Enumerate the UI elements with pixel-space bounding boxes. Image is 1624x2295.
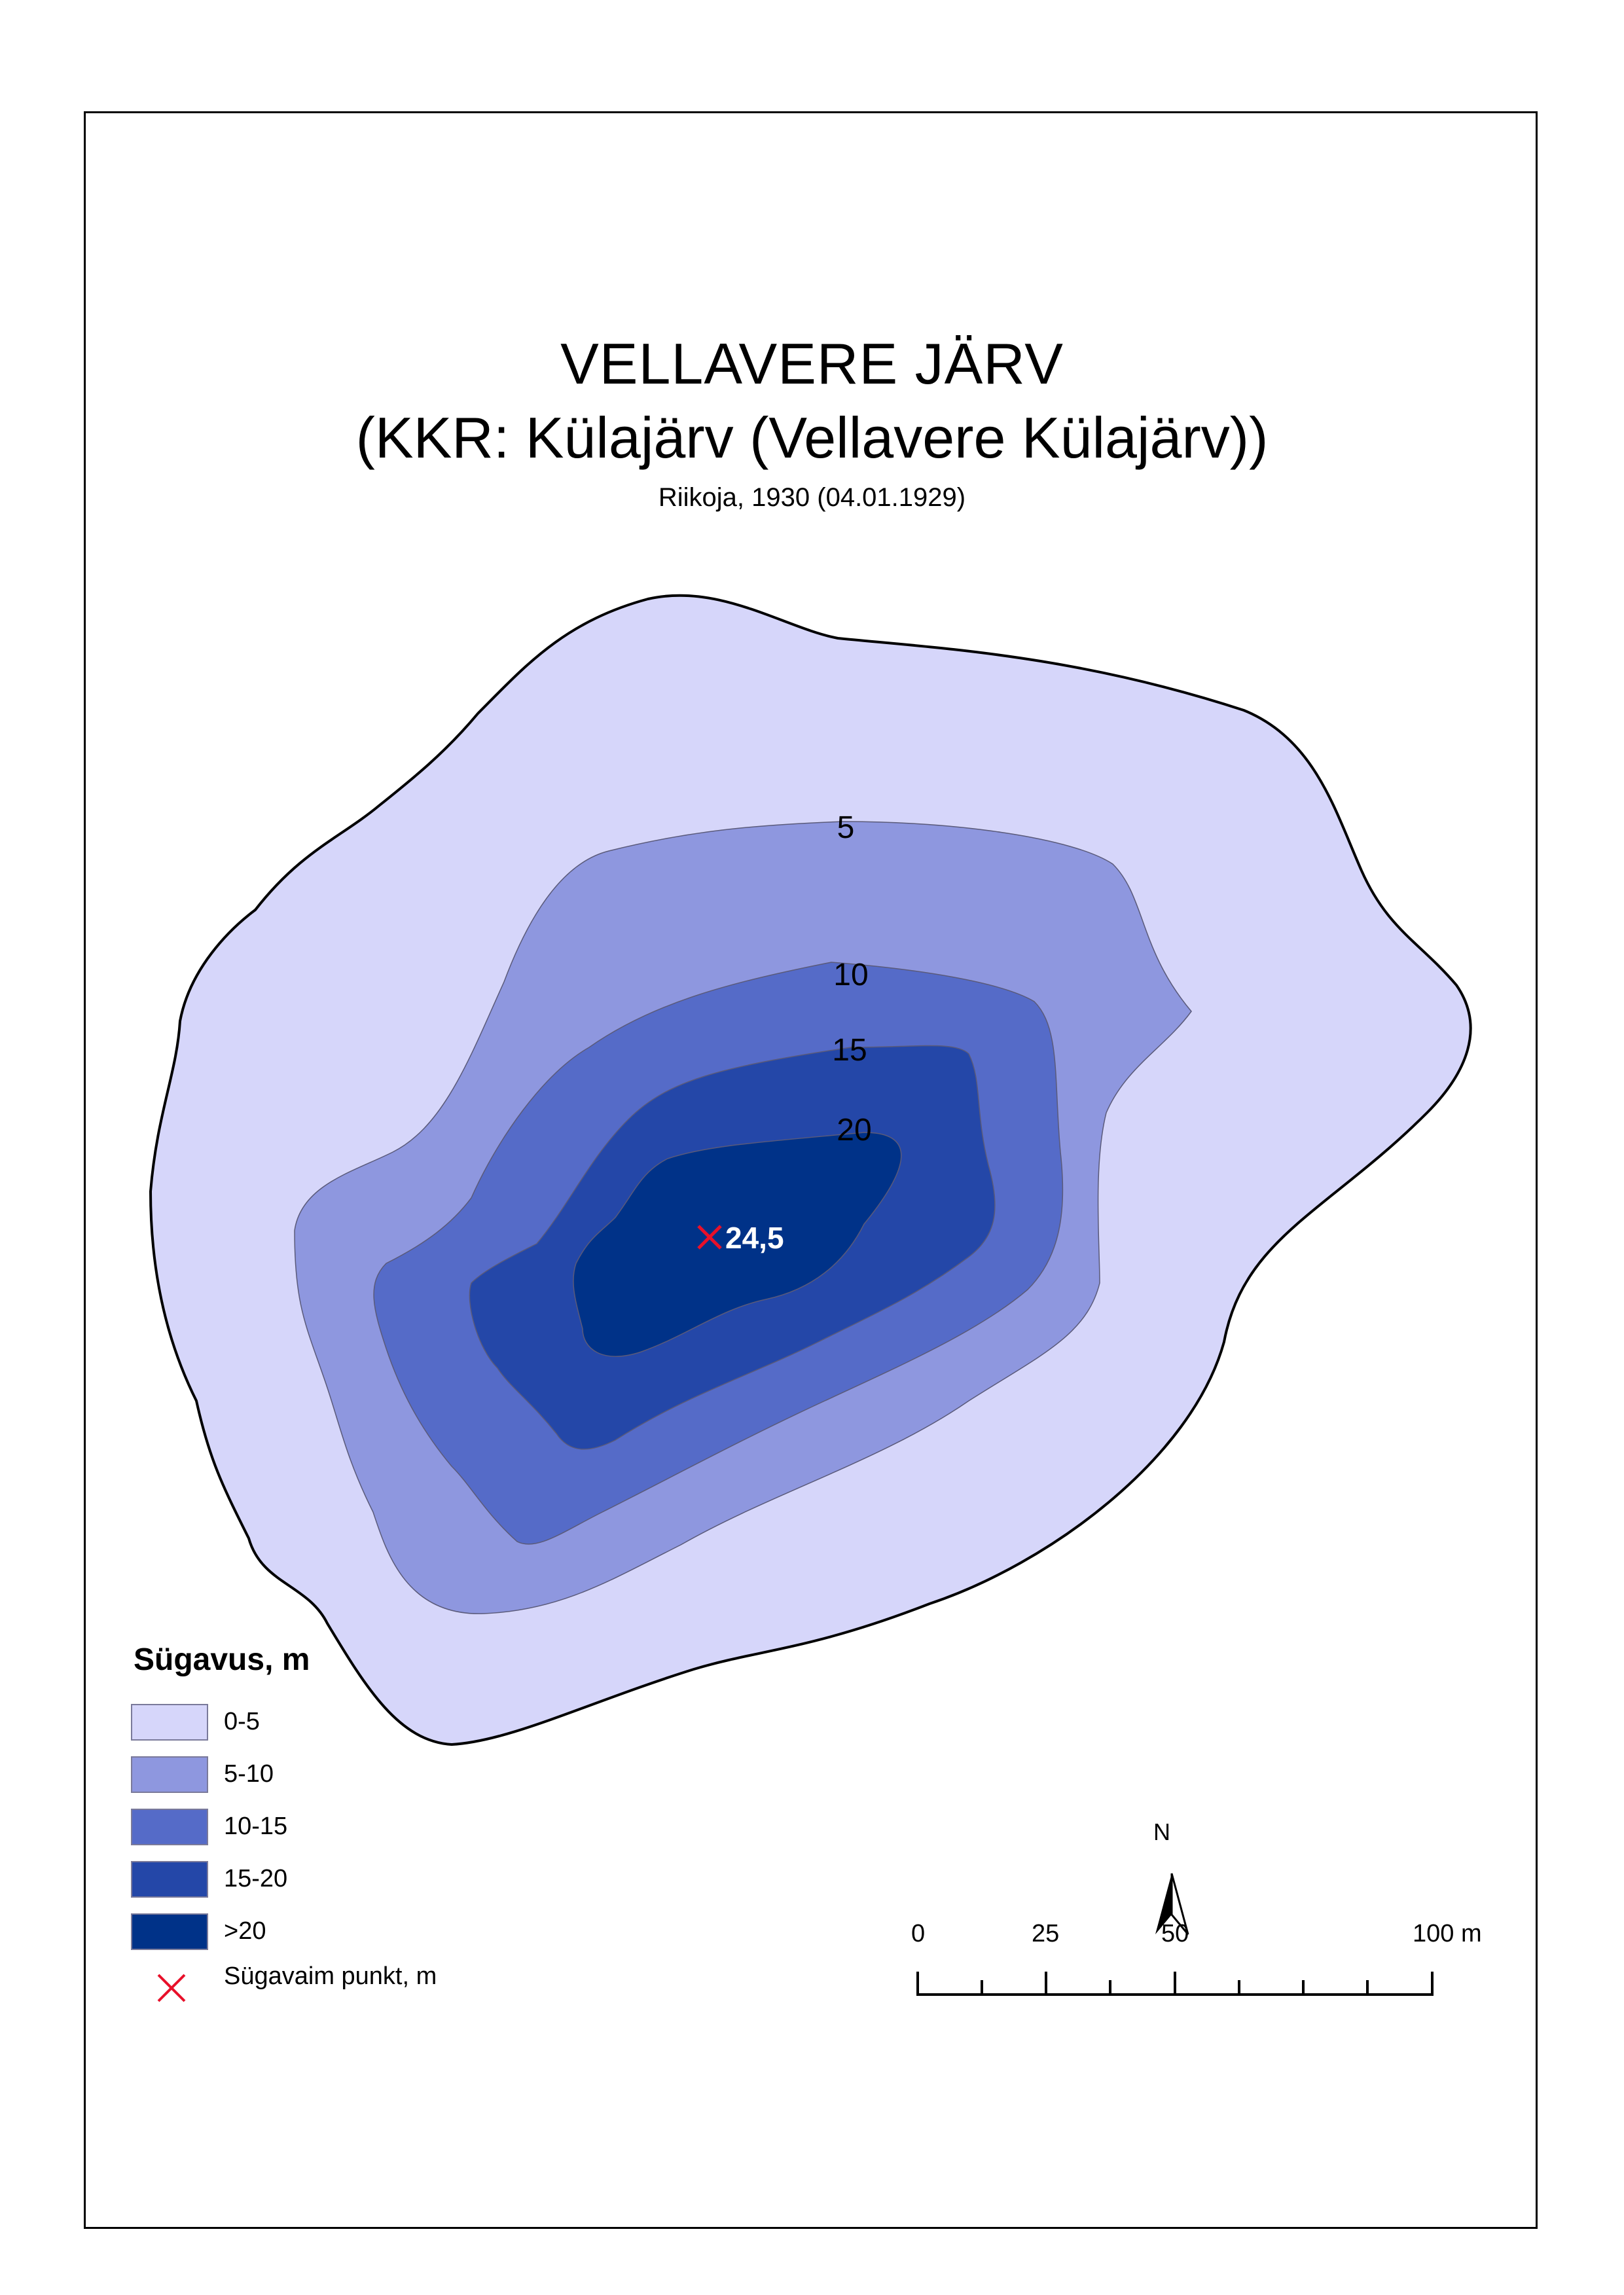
depth-zone-gt20 (573, 1132, 902, 1357)
map-title: VELLAVERE JÄRV (560, 331, 1064, 396)
contour-label-20: 20 (837, 1113, 871, 1148)
scale-bar (916, 1972, 1434, 1996)
legend-swatch-15-20 (131, 1861, 208, 1898)
legend-deepest-point-label: Sügavaim punkt, m (224, 1962, 437, 1990)
legend-label: 10-15 (224, 1813, 288, 1840)
legend-swatch-0-5 (131, 1704, 208, 1741)
scale-label-50: 50 (1161, 1920, 1189, 1947)
deepest-point-value: 24,5 (725, 1221, 784, 1255)
contour-label-10: 10 (833, 958, 868, 992)
north-arrow-icon (1155, 1873, 1189, 1935)
legend-title: Sügavus, m (134, 1642, 310, 1677)
legend-swatch-10-15 (131, 1809, 208, 1845)
legend-deepest-point-icon (157, 1974, 186, 2002)
legend-label: 5-10 (224, 1760, 274, 1788)
scale-label-25: 25 (1032, 1920, 1060, 1947)
legend-label: 0-5 (224, 1708, 260, 1735)
scale-label-100: 100 m (1413, 1920, 1482, 1947)
scale-label-0: 0 (911, 1920, 926, 1947)
map-frame (84, 111, 1538, 2229)
map-title-alt-name: (KKR: Külajärv (Vellavere Külajärv)) (355, 405, 1269, 470)
contour-label-5: 5 (837, 810, 855, 845)
contour-label-15: 15 (832, 1033, 867, 1068)
legend-label: 15-20 (224, 1865, 288, 1892)
map-subtitle: Riikoja, 1930 (04.01.1929) (658, 483, 966, 512)
legend-swatch-5-10 (131, 1756, 208, 1793)
legend-label: >20 (224, 1917, 266, 1945)
deepest-point-marker-icon (697, 1225, 722, 1250)
legend-swatch-gt20 (131, 1913, 208, 1950)
north-label: N (1153, 1818, 1170, 1845)
